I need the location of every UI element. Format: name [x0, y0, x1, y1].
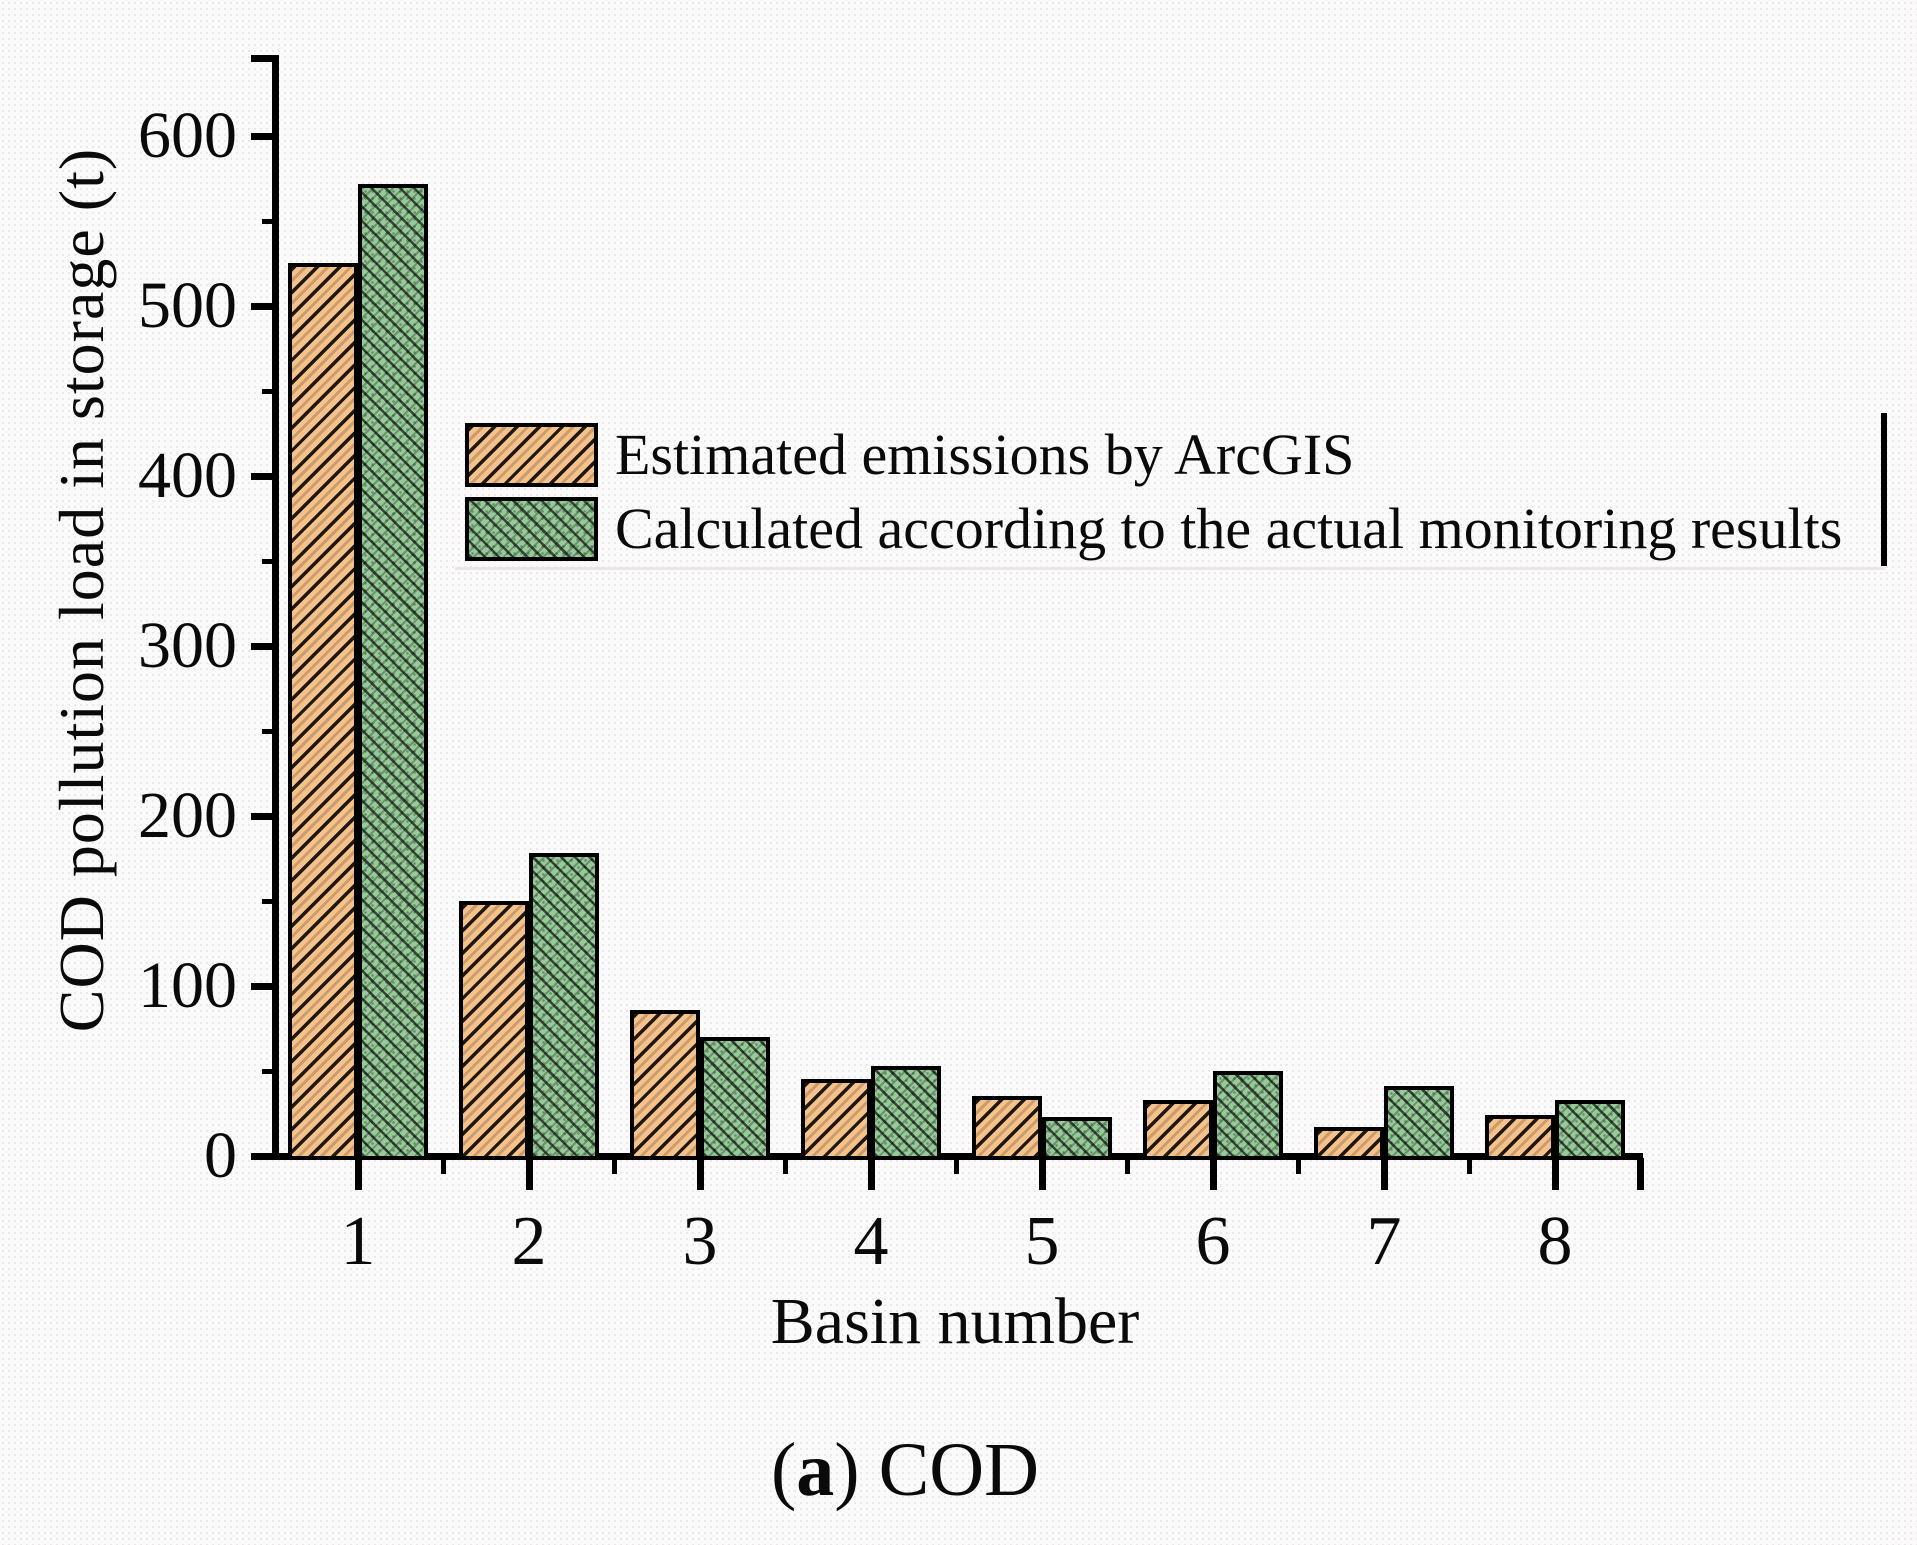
bar-monitoring-basin-7 — [1384, 1086, 1454, 1160]
bar-monitoring-basin-2 — [529, 853, 599, 1160]
caption-letter: a — [796, 1428, 835, 1512]
x-minor-tick-3 — [783, 1158, 788, 1174]
x-major-tick-8 — [1552, 1158, 1559, 1190]
x-axis-line — [272, 1153, 1643, 1160]
y-major-tick-300 — [251, 643, 275, 650]
y-minor-tick-250 — [262, 729, 275, 734]
y-major-tick-0 — [251, 1153, 275, 1160]
y-major-tick-100 — [251, 983, 275, 990]
y-minor-tick-150 — [262, 899, 275, 904]
y-axis-end-tick — [251, 55, 275, 62]
caption-rest: ) COD — [834, 1428, 1040, 1512]
x-tick-label-3: 3 — [682, 1203, 718, 1280]
bar-arcgis-basin-8 — [1485, 1115, 1555, 1160]
y-minor-tick-550 — [262, 219, 275, 224]
x-tick-label-4: 4 — [853, 1203, 889, 1280]
y-tick-label-400: 400 — [138, 439, 237, 512]
x-major-tick-6 — [1210, 1158, 1217, 1190]
x-axis-title: Basin number — [770, 1285, 1140, 1358]
bar-monitoring-basin-6 — [1213, 1071, 1283, 1160]
caption-open-paren: ( — [770, 1428, 797, 1512]
x-tick-label-2: 2 — [511, 1203, 547, 1280]
legend-right-border-line — [1881, 413, 1887, 566]
y-tick-label-500: 500 — [138, 269, 237, 342]
x-minor-tick-6 — [1296, 1158, 1301, 1174]
bar-arcgis-basin-5 — [972, 1096, 1042, 1160]
bar-monitoring-basin-8 — [1555, 1100, 1625, 1160]
x-minor-tick-5 — [1125, 1158, 1130, 1174]
bar-arcgis-basin-3 — [630, 1010, 700, 1160]
x-axis-end-tick — [1637, 1158, 1644, 1190]
legend-label-monitoring: Calculated according to the actual monit… — [615, 496, 1843, 561]
y-major-tick-500 — [251, 303, 275, 310]
x-tick-label-1: 1 — [340, 1203, 376, 1280]
y-tick-label-200: 200 — [138, 779, 237, 852]
y-major-tick-600 — [251, 133, 275, 140]
y-axis-line — [272, 55, 279, 1160]
y-tick-label-100: 100 — [138, 949, 237, 1022]
y-minor-tick-50 — [262, 1069, 275, 1074]
x-minor-tick-7 — [1467, 1158, 1472, 1174]
x-tick-label-6: 6 — [1195, 1203, 1231, 1280]
bar-arcgis-basin-6 — [1143, 1100, 1213, 1160]
bar-monitoring-basin-3 — [700, 1037, 770, 1160]
y-minor-tick-450 — [262, 389, 275, 394]
legend-swatch-monitoring — [465, 497, 598, 561]
x-major-tick-5 — [1039, 1158, 1046, 1190]
x-minor-tick-4 — [954, 1158, 959, 1174]
caption: (a) COD — [0, 1425, 1810, 1515]
legend-underline — [455, 567, 1885, 570]
y-minor-tick-350 — [262, 559, 275, 564]
y-tick-label-600: 600 — [138, 99, 237, 172]
bar-arcgis-basin-4 — [801, 1079, 871, 1160]
y-major-tick-400 — [251, 473, 275, 480]
x-tick-label-8: 8 — [1537, 1203, 1573, 1280]
legend-label-arcgis: Estimated emissions by ArcGIS — [615, 422, 1355, 487]
x-minor-tick-1 — [441, 1158, 446, 1174]
bar-monitoring-basin-1 — [358, 184, 428, 1160]
bar-arcgis-basin-2 — [459, 901, 529, 1160]
bar-arcgis-basin-7 — [1314, 1127, 1384, 1160]
bar-monitoring-basin-4 — [871, 1066, 941, 1160]
x-minor-tick-2 — [612, 1158, 617, 1174]
x-major-tick-3 — [697, 1158, 704, 1190]
x-major-tick-7 — [1381, 1158, 1388, 1190]
y-tick-label-0: 0 — [204, 1119, 237, 1192]
bar-arcgis-basin-1 — [288, 263, 358, 1160]
x-major-tick-2 — [526, 1158, 533, 1190]
x-tick-label-5: 5 — [1024, 1203, 1060, 1280]
y-tick-label-300: 300 — [138, 609, 237, 682]
x-major-tick-1 — [355, 1158, 362, 1190]
x-tick-label-7: 7 — [1366, 1203, 1402, 1280]
bar-monitoring-basin-5 — [1042, 1117, 1112, 1160]
y-axis-title: COD pollution load in storage (t) — [46, 147, 117, 1033]
y-major-tick-200 — [251, 813, 275, 820]
legend-swatch-arcgis — [465, 423, 598, 487]
x-major-tick-4 — [868, 1158, 875, 1190]
